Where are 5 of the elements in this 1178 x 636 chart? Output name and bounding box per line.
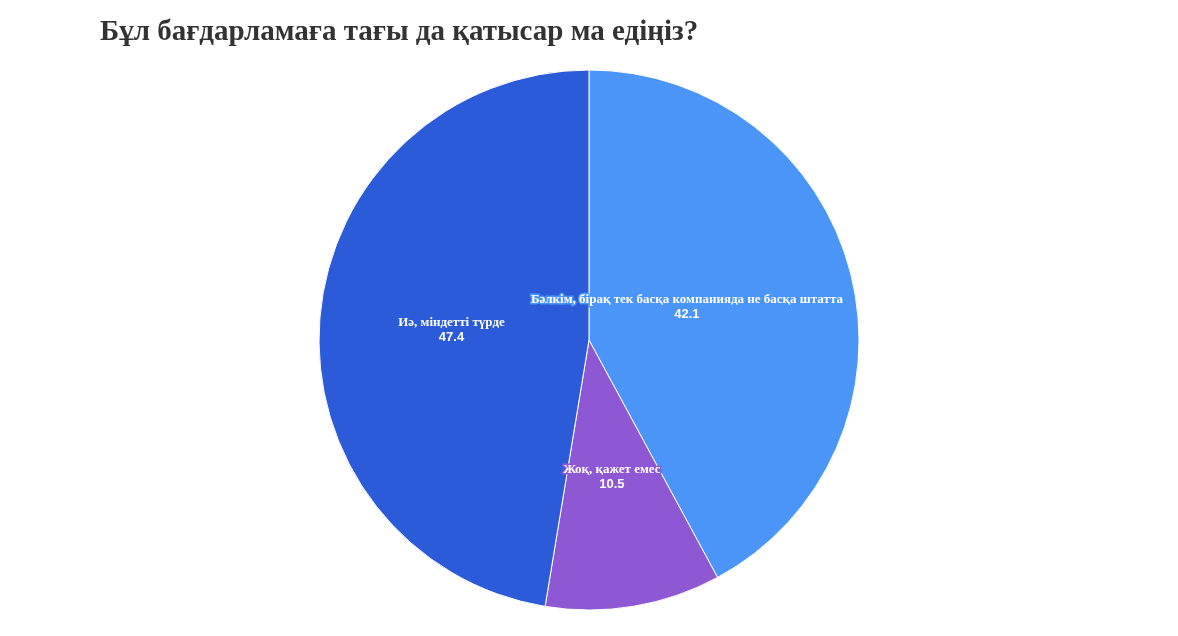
data-label: 47.4 bbox=[438, 328, 465, 344]
data-label: 10.5 bbox=[599, 476, 625, 492]
data-label: 42.1 bbox=[674, 306, 700, 322]
slice-label: Иә, міндетті түрде bbox=[398, 313, 505, 329]
chart-title: Бұл бағдарламаға тағы да қатысар ма едіңіз? bbox=[100, 13, 699, 46]
